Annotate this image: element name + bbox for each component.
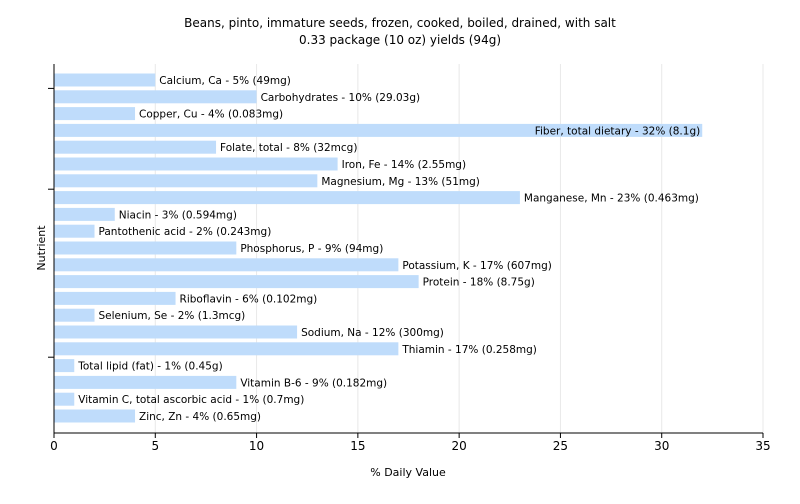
- bar: [54, 207, 115, 221]
- bar: [54, 191, 520, 205]
- bar: [54, 258, 399, 272]
- axis-layer: 0 5 10 15 20 25 30 35: [48, 64, 771, 453]
- bar: [54, 291, 176, 305]
- bar-label: Total lipid (fat) - 1% (0.45g): [77, 361, 222, 373]
- bar-label: Sodium, Na - 12% (300mg): [301, 327, 444, 339]
- bar: [54, 241, 237, 255]
- bar-label: Carbohydrates - 10% (29.03g): [261, 92, 421, 104]
- bar: [54, 325, 298, 339]
- chart-title: Beans, pinto, immature seeds, frozen, co…: [184, 16, 616, 30]
- bar: [54, 174, 318, 188]
- bar-label: Niacin - 3% (0.594mg): [119, 209, 237, 221]
- bar-label: Phosphorus, P - 9% (94mg): [240, 243, 383, 255]
- bar-layer: Calcium, Ca - 5% (49mg) Carbohydrates - 1…: [54, 73, 703, 423]
- bar-label: Vitamin B-6 - 9% (0.182mg): [240, 377, 387, 389]
- x-tick-label: 35: [755, 439, 770, 453]
- chart-subtitle: 0.33 package (10 oz) yields (94g): [299, 33, 501, 47]
- bar: [54, 375, 237, 389]
- bar-label: Thiamin - 17% (0.258mg): [401, 344, 537, 356]
- bar: [54, 123, 703, 137]
- bar: [54, 73, 156, 87]
- bar-label: Manganese, Mn - 23% (0.463mg): [524, 193, 699, 205]
- bar-label: Vitamin C, total ascorbic acid - 1% (0.7…: [78, 394, 304, 406]
- x-tick-label: 10: [249, 439, 264, 453]
- bar-label: Calcium, Ca - 5% (49mg): [159, 75, 291, 87]
- x-tick-label: 20: [452, 439, 467, 453]
- bar: [54, 224, 95, 238]
- x-axis-label: % Daily Value: [370, 466, 446, 479]
- bar: [54, 409, 136, 423]
- x-tick-label: 0: [50, 439, 58, 453]
- x-tick-label: 15: [350, 439, 365, 453]
- x-tick-label: 25: [553, 439, 568, 453]
- bar-label: Potassium, K - 17% (607mg): [402, 260, 552, 272]
- bar-label: Protein - 18% (8.75g): [423, 277, 535, 289]
- bar-label: Magnesium, Mg - 13% (51mg): [321, 176, 480, 188]
- bar-label: Riboflavin - 6% (0.102mg): [180, 293, 318, 305]
- bar: [54, 90, 257, 104]
- x-tick-label: 30: [654, 439, 669, 453]
- bar-label: Copper, Cu - 4% (0.083mg): [139, 109, 283, 121]
- bar-label: Selenium, Se - 2% (1.3mcg): [99, 310, 246, 322]
- bar: [54, 308, 95, 322]
- bar: [54, 140, 217, 154]
- bar: [54, 359, 75, 373]
- y-axis-label: Nutrient: [35, 225, 48, 271]
- bar-label: Zinc, Zn - 4% (0.65mg): [139, 411, 261, 423]
- bar: [54, 275, 419, 289]
- bar-label: Fiber, total dietary - 32% (8.1g): [535, 125, 700, 137]
- bar: [54, 392, 75, 406]
- bar: [54, 342, 399, 356]
- x-tick-label: 5: [151, 439, 159, 453]
- bar: [54, 157, 338, 171]
- bar-label: Pantothenic acid - 2% (0.243mg): [99, 226, 272, 238]
- bar-label: Iron, Fe - 14% (2.55mg): [342, 159, 466, 171]
- bar: [54, 107, 136, 121]
- bar-label: Folate, total - 8% (32mcg): [220, 142, 357, 154]
